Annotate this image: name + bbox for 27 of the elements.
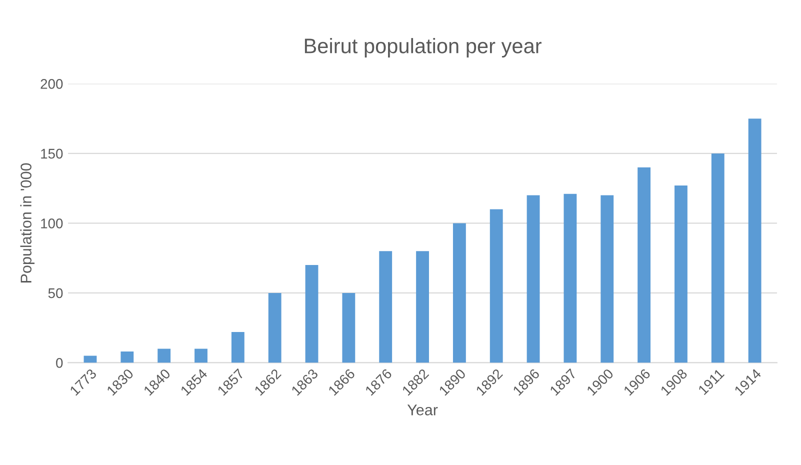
- y-tick-label: 50: [48, 288, 63, 298]
- y-axis-title: Population in '000: [20, 163, 34, 282]
- bar: [564, 194, 577, 363]
- bar: [638, 167, 651, 363]
- y-tick-label: 0: [56, 358, 63, 368]
- y-tick-label: 200: [40, 79, 63, 89]
- y-tick-label: 100: [41, 218, 63, 228]
- bar: [84, 356, 97, 363]
- bar: [416, 251, 429, 363]
- bar: [600, 195, 614, 363]
- bar: [452, 223, 466, 363]
- chart-title: Beirut population per year: [304, 38, 542, 58]
- bar: [379, 251, 392, 363]
- bar: [748, 118, 762, 363]
- bar: [711, 153, 724, 363]
- y-tick-label: 150: [41, 148, 63, 159]
- bar: [268, 292, 282, 363]
- bar: [490, 209, 503, 363]
- bar: [158, 348, 171, 363]
- bar: [342, 292, 356, 363]
- x-axis-title: Year: [407, 404, 438, 416]
- bar: [674, 186, 688, 363]
- bar: [305, 265, 318, 363]
- bar: [194, 348, 208, 363]
- bar: [120, 352, 134, 363]
- bar: [231, 332, 244, 363]
- bar: [526, 195, 540, 363]
